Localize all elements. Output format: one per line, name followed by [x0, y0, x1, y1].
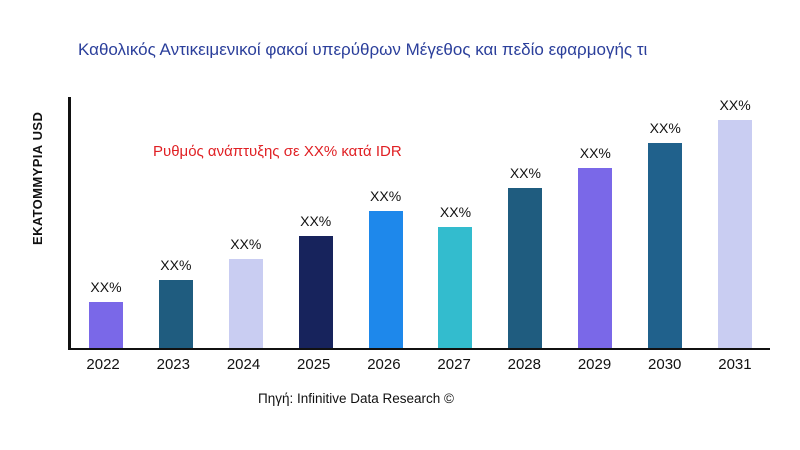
bar-column: XX%: [211, 97, 281, 348]
bar: [438, 227, 473, 348]
bar: [298, 236, 333, 348]
bar: [368, 211, 403, 348]
x-axis-tick-label: 2023: [156, 356, 190, 373]
bar-value-label: XX%: [509, 165, 541, 182]
bar-column: XX%: [421, 97, 491, 348]
x-axis: 2022 2023 2024 2025 2026 2027 2028 2029 2030 2031: [68, 356, 770, 373]
bar-column: XX%: [490, 97, 560, 348]
bar-value-label: XX%: [230, 236, 262, 253]
bar-value-label: XX%: [90, 279, 122, 296]
bar: [718, 120, 753, 348]
growth-rate-annotation: Ρυθμός ανάπτυξης σε XX% κατά IDR: [153, 143, 402, 160]
bar-column: XX%: [281, 97, 351, 348]
chart-title: Καθολικός Αντικειμενικοί φακοί υπερύθρων…: [78, 40, 648, 59]
x-axis-tick-label: 2031: [718, 356, 752, 373]
bar: [228, 259, 263, 348]
bar-value-label: XX%: [370, 188, 402, 205]
plot-area: Ρυθμός ανάπτυξης σε XX% κατά IDR XX% XX% X…: [68, 97, 770, 350]
x-axis-tick-label: 2026: [367, 356, 401, 373]
bars-container: XX% XX% XX% XX% XX% XX% XX% XX% XX% XX%: [71, 97, 770, 348]
x-axis-tick-label: 2029: [577, 356, 612, 373]
bar: [158, 279, 193, 348]
bar: [578, 167, 613, 348]
bar-value-label: XX%: [719, 97, 751, 113]
source-attribution: Πηγή: Infinitive Data Research ©: [257, 391, 455, 406]
bar-value-label: XX%: [160, 256, 192, 273]
bar-value-label: XX%: [579, 144, 611, 161]
x-axis-tick-label: 2024: [226, 356, 261, 373]
bar-column: XX%: [71, 97, 141, 348]
bar-value-label: XX%: [300, 213, 332, 230]
bar-value-label: XX%: [649, 119, 681, 136]
x-axis-tick-label: 2027: [437, 356, 471, 373]
bar: [88, 302, 123, 348]
x-axis-tick-label: 2030: [648, 356, 682, 373]
bar-column: XX%: [560, 97, 630, 348]
bar: [648, 142, 683, 348]
x-axis-tick-label: 2025: [297, 356, 331, 373]
bar-column: XX%: [700, 97, 770, 348]
bar-column: XX%: [630, 97, 700, 348]
bar-column: XX%: [141, 97, 211, 348]
x-axis-tick-label: 2028: [507, 356, 541, 373]
y-axis-label: ΕΚΑΤΟΜΜΥΡΙΑ USD: [30, 111, 45, 245]
bar-value-label: XX%: [439, 204, 472, 221]
bar: [508, 188, 543, 348]
bar-column: XX%: [351, 97, 421, 348]
x-axis-tick-label: 2022: [86, 356, 120, 373]
